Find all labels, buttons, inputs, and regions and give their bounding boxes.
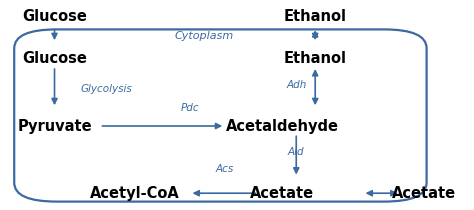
Text: Pdc: Pdc: [180, 103, 199, 113]
Text: Acetate: Acetate: [392, 186, 456, 201]
Text: Glucose: Glucose: [22, 9, 87, 24]
Text: Glycolysis: Glycolysis: [81, 84, 133, 94]
Text: Acetate: Acetate: [250, 186, 314, 201]
Text: Ethanol: Ethanol: [284, 51, 346, 66]
Text: Acs: Acs: [216, 164, 234, 174]
Text: Cytoplasm: Cytoplasm: [174, 31, 233, 41]
Text: Ald: Ald: [288, 147, 305, 157]
Text: Glucose: Glucose: [22, 51, 87, 66]
Text: Adh: Adh: [286, 80, 306, 90]
Text: Ethanol: Ethanol: [284, 9, 346, 24]
Text: Acetyl-CoA: Acetyl-CoA: [90, 186, 180, 201]
Text: Pyruvate: Pyruvate: [17, 118, 92, 134]
Text: Acetaldehyde: Acetaldehyde: [226, 118, 338, 134]
